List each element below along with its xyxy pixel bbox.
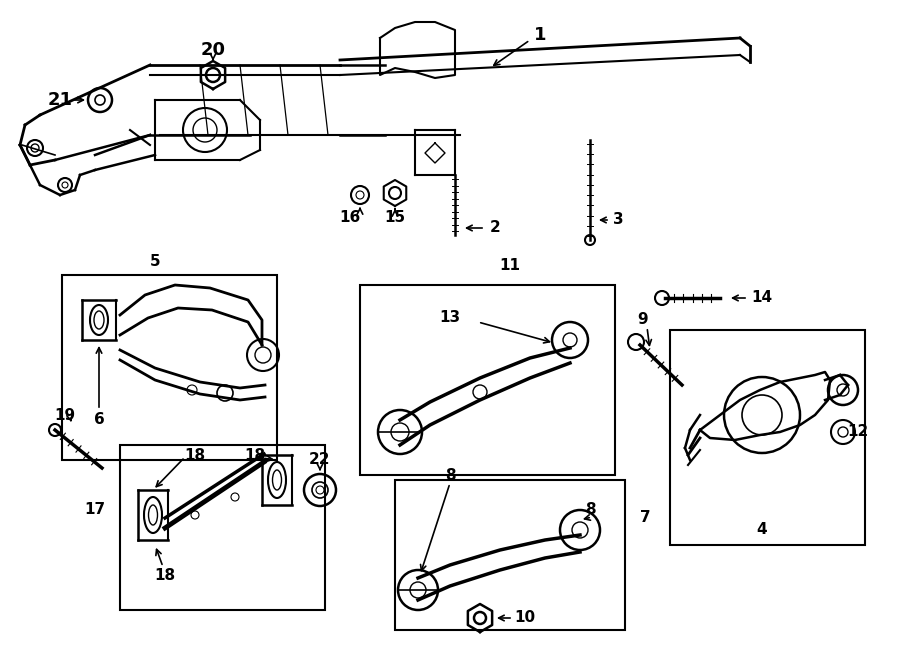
Text: 22: 22 (310, 453, 331, 467)
Bar (360, 285, 615, 475)
Text: 18: 18 (245, 447, 266, 463)
Text: 6: 6 (94, 412, 104, 428)
Text: 8: 8 (585, 502, 595, 518)
Text: 2: 2 (490, 221, 500, 235)
Text: 18: 18 (155, 568, 176, 582)
Text: 17: 17 (85, 502, 105, 518)
Bar (670, 330, 865, 545)
Text: 20: 20 (201, 41, 226, 59)
Text: 3: 3 (613, 212, 624, 227)
Text: 12: 12 (848, 424, 868, 440)
Text: 16: 16 (339, 210, 361, 225)
Text: 19: 19 (54, 407, 76, 422)
Text: 5: 5 (149, 254, 160, 270)
Text: 13: 13 (439, 311, 461, 325)
Bar (120, 445, 325, 610)
Text: 15: 15 (384, 210, 406, 225)
Text: 18: 18 (184, 447, 205, 463)
Text: 9: 9 (638, 313, 648, 327)
Text: 7: 7 (640, 510, 651, 525)
Text: 11: 11 (500, 258, 520, 272)
Bar (395, 480, 625, 630)
Text: 8: 8 (445, 467, 455, 483)
Text: 4: 4 (757, 522, 768, 537)
Text: 21: 21 (48, 91, 73, 109)
Text: 1: 1 (534, 26, 546, 44)
Text: 10: 10 (515, 611, 536, 625)
Bar (62, 275, 277, 460)
Text: 14: 14 (752, 290, 772, 305)
